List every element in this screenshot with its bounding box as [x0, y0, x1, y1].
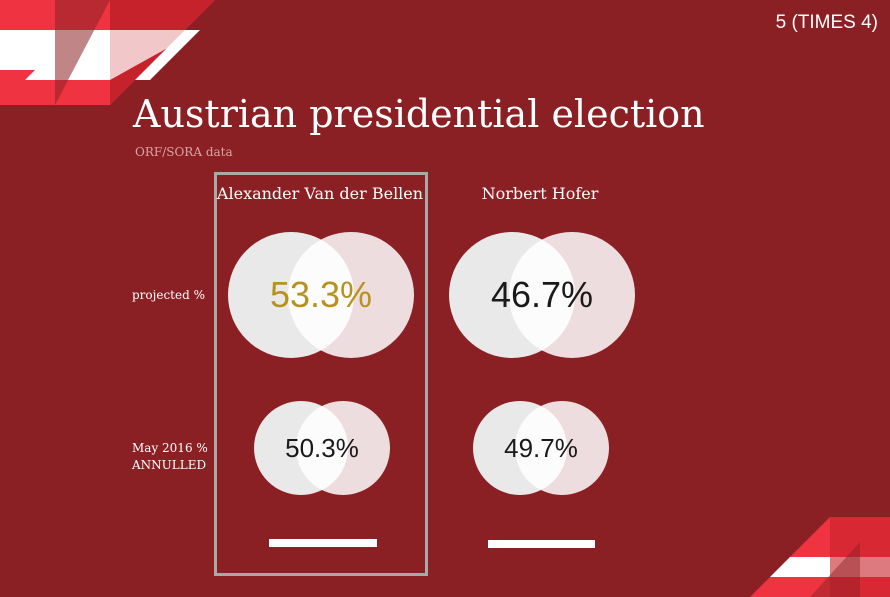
- row-label-may-2016-line2: ANNULLED: [132, 458, 207, 472]
- data-source: ORF/SORA data: [135, 145, 233, 159]
- candidate-name-van-der-bellen: Alexander Van der Bellen: [216, 184, 424, 203]
- venn-projected-hofer: 46.7%: [449, 232, 635, 358]
- venn-projected-van-der-bellen: 53.3%: [228, 232, 414, 358]
- flag-decoration-bottom-right: [750, 517, 890, 597]
- projected-value-van-der-bellen: 53.3%: [269, 274, 373, 315]
- may-2016-value-van-der-bellen: 50.3%: [285, 432, 359, 463]
- row-label-may-2016-line1: May 2016 %: [132, 441, 208, 455]
- may-2016-value-hofer: 49.7%: [504, 432, 578, 463]
- page-title: Austrian presidential election: [133, 92, 705, 136]
- winner-highlight-box: [214, 172, 428, 576]
- venn-may-2016-van-der-bellen: 50.3%: [254, 401, 390, 495]
- flag-decoration-top-left: [0, 0, 215, 105]
- projected-value-hofer: 46.7%: [490, 274, 594, 315]
- row-label-projected: projected %: [132, 288, 206, 302]
- page-indicator: 5 (TIMES 4): [775, 12, 878, 33]
- underline-bar-hofer: [488, 540, 595, 548]
- row-label-may-2016: May 2016 % ANNULLED: [132, 440, 208, 474]
- underline-bar-van-der-bellen: [269, 539, 377, 547]
- venn-may-2016-hofer: 49.7%: [473, 401, 609, 495]
- candidate-name-hofer: Norbert Hofer: [481, 184, 599, 203]
